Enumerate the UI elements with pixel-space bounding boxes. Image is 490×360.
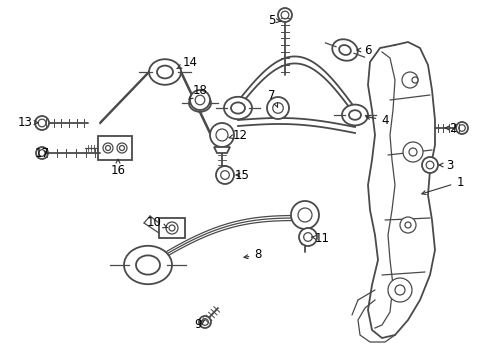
Circle shape (304, 233, 312, 241)
Text: 6: 6 (357, 44, 372, 57)
Text: 7: 7 (268, 89, 278, 107)
Circle shape (395, 285, 405, 295)
Circle shape (272, 102, 284, 114)
Polygon shape (214, 147, 230, 153)
Circle shape (202, 319, 208, 325)
Text: 4: 4 (366, 113, 389, 126)
Circle shape (195, 95, 205, 105)
Text: 1: 1 (422, 176, 464, 194)
Circle shape (35, 116, 49, 130)
Circle shape (291, 201, 319, 229)
Circle shape (166, 222, 178, 234)
Circle shape (117, 143, 127, 153)
Ellipse shape (224, 97, 252, 119)
Text: 16: 16 (111, 159, 125, 176)
Text: 9: 9 (194, 319, 205, 332)
Ellipse shape (339, 45, 351, 55)
Text: 12: 12 (229, 129, 247, 141)
Circle shape (422, 157, 438, 173)
Text: 10: 10 (147, 216, 167, 229)
Text: 8: 8 (244, 248, 262, 261)
Text: 11: 11 (312, 231, 329, 244)
Circle shape (456, 122, 468, 134)
Ellipse shape (189, 94, 211, 112)
Circle shape (267, 97, 289, 119)
Circle shape (400, 217, 416, 233)
Circle shape (103, 143, 113, 153)
Ellipse shape (149, 59, 181, 85)
Circle shape (120, 145, 124, 150)
Text: 13: 13 (18, 116, 38, 129)
Text: 17: 17 (34, 147, 49, 159)
Circle shape (409, 148, 417, 156)
Ellipse shape (342, 105, 368, 125)
Text: 18: 18 (189, 84, 207, 99)
Text: 3: 3 (439, 158, 454, 171)
Circle shape (281, 11, 289, 19)
Ellipse shape (231, 102, 245, 114)
Circle shape (273, 103, 283, 113)
Ellipse shape (332, 39, 358, 61)
FancyBboxPatch shape (159, 218, 185, 238)
Circle shape (216, 166, 234, 184)
Circle shape (459, 125, 466, 131)
Circle shape (405, 222, 411, 228)
Circle shape (403, 142, 423, 162)
Text: 14: 14 (177, 55, 197, 68)
Circle shape (220, 171, 229, 179)
Circle shape (278, 8, 292, 22)
Circle shape (199, 316, 211, 328)
Circle shape (402, 72, 418, 88)
Text: 2: 2 (445, 122, 457, 135)
Ellipse shape (136, 255, 160, 275)
Circle shape (195, 95, 205, 105)
Circle shape (388, 278, 412, 302)
Circle shape (105, 145, 111, 150)
Circle shape (36, 147, 48, 159)
Circle shape (298, 208, 312, 222)
Circle shape (169, 225, 175, 231)
Circle shape (210, 123, 234, 147)
FancyBboxPatch shape (98, 136, 132, 160)
Ellipse shape (195, 99, 205, 107)
Circle shape (216, 129, 228, 141)
Circle shape (39, 150, 45, 156)
Ellipse shape (349, 110, 361, 120)
Ellipse shape (124, 246, 172, 284)
Circle shape (412, 77, 418, 83)
Circle shape (426, 161, 434, 169)
Circle shape (38, 119, 46, 127)
Text: 5: 5 (269, 14, 281, 27)
Circle shape (190, 90, 210, 110)
Ellipse shape (157, 66, 173, 78)
Circle shape (299, 228, 317, 246)
Text: 15: 15 (235, 168, 249, 181)
